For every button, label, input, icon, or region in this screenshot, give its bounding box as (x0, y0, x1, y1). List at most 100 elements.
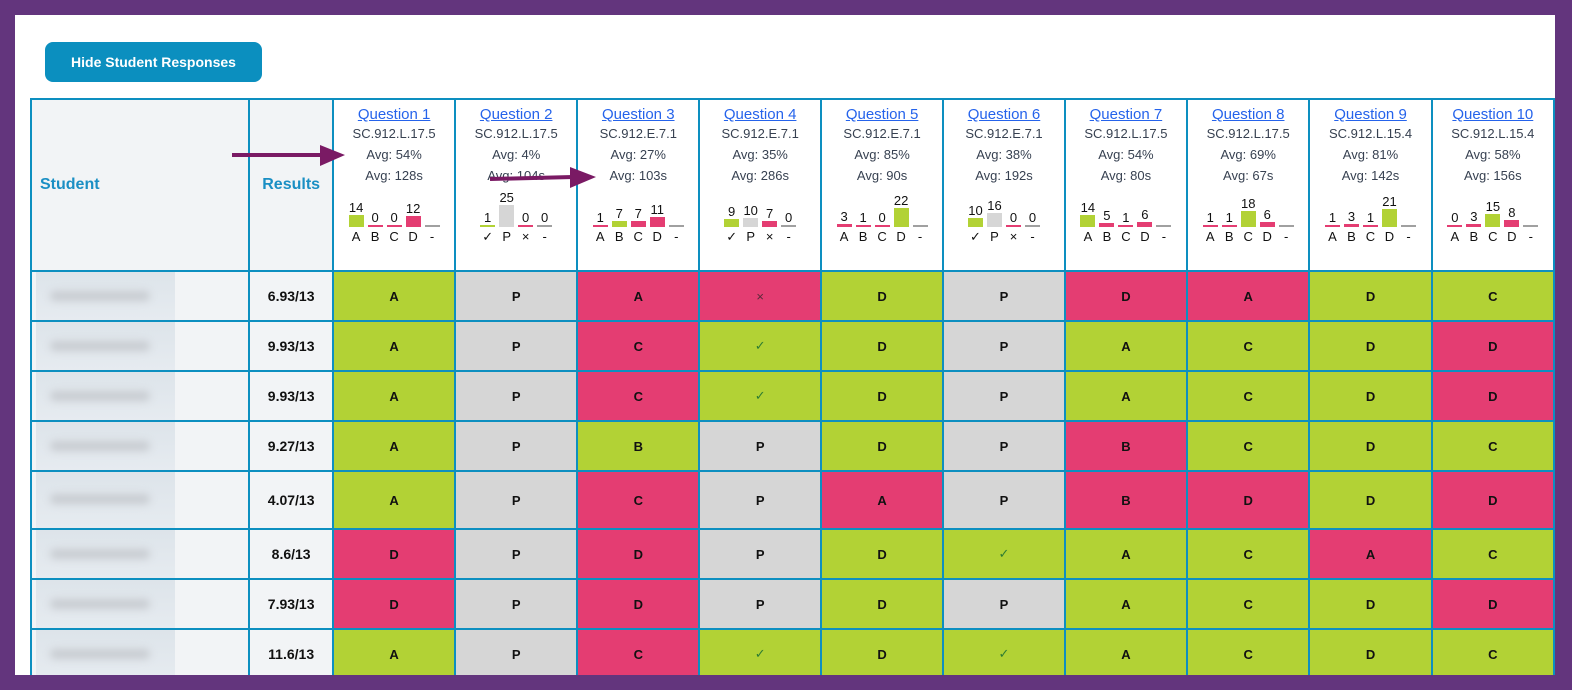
answer-cell[interactable]: P (454, 628, 579, 675)
answer-cell[interactable]: ✓ (942, 628, 1066, 675)
answer-cell[interactable]: ✓ (698, 320, 822, 372)
answer-cell[interactable]: A (819, 470, 945, 530)
answer-cell[interactable]: A (1063, 370, 1189, 422)
question-link[interactable]: Question 10 (1452, 106, 1534, 123)
question-link[interactable]: Question 3 (601, 106, 675, 123)
answer-cell[interactable]: A (1063, 628, 1189, 675)
question-link[interactable]: Question 7 (1089, 106, 1163, 123)
student-name-cell[interactable] (29, 420, 251, 472)
answer-cell[interactable]: P (942, 270, 1066, 322)
answer-cell[interactable]: B (576, 420, 701, 472)
answer-cell[interactable]: B (1063, 420, 1189, 472)
answer-cell[interactable]: D (819, 320, 945, 372)
results-column-header[interactable]: Results (248, 98, 334, 272)
student-name-cell[interactable] (29, 470, 251, 530)
answer-cell[interactable]: × (698, 270, 822, 322)
answer-cell[interactable]: D (331, 578, 457, 630)
answer-cell[interactable]: ✓ (698, 628, 822, 675)
student-name-cell[interactable] (29, 528, 251, 580)
question-link[interactable]: Question 4 (723, 106, 797, 123)
answer-cell[interactable]: D (331, 528, 457, 580)
answer-cell[interactable]: C (1186, 320, 1311, 372)
answer-cell[interactable]: A (1063, 320, 1189, 372)
hide-student-responses-button[interactable]: Hide Student Responses (45, 42, 262, 82)
answer-cell[interactable]: C (1430, 528, 1555, 580)
answer-cell[interactable]: D (576, 578, 701, 630)
answer-cell[interactable]: D (819, 270, 945, 322)
answer-cell[interactable]: D (1308, 270, 1433, 322)
answer-cell[interactable]: P (942, 470, 1066, 530)
student-name-cell[interactable] (29, 270, 251, 322)
answer-cell[interactable]: A (331, 270, 457, 322)
answer-cell[interactable]: C (1186, 528, 1311, 580)
answer-cell[interactable]: P (698, 578, 822, 630)
question-link[interactable]: Question 8 (1211, 106, 1285, 123)
answer-cell[interactable]: P (454, 320, 579, 372)
answer-cell[interactable]: ✓ (942, 528, 1066, 580)
question-link[interactable]: Question 5 (845, 106, 919, 123)
answer-cell[interactable]: C (1186, 420, 1311, 472)
answer-cell[interactable]: C (1430, 420, 1555, 472)
answer-cell[interactable]: P (454, 528, 579, 580)
answer-cell[interactable]: B (1063, 470, 1189, 530)
answer-cell[interactable]: P (454, 470, 579, 530)
answer-cell[interactable]: C (1186, 370, 1311, 422)
answer-cell[interactable]: P (942, 420, 1066, 472)
answer-cell[interactable]: D (1430, 578, 1555, 630)
answer-cell[interactable]: P (698, 528, 822, 580)
answer-cell[interactable]: D (1308, 470, 1433, 530)
answer-cell[interactable]: P (698, 470, 822, 530)
student-column-header[interactable]: Student (29, 98, 251, 272)
answer-cell[interactable]: D (1430, 320, 1555, 372)
answer-cell[interactable]: D (1430, 470, 1555, 530)
answer-cell[interactable]: C (1186, 628, 1311, 675)
answer-cell[interactable]: C (1430, 628, 1555, 675)
answer-cell[interactable]: D (1308, 578, 1433, 630)
answer-cell[interactable]: D (819, 578, 945, 630)
answer-cell[interactable]: D (576, 528, 701, 580)
answer-cell[interactable]: C (576, 628, 701, 675)
question-link[interactable]: Question 6 (967, 106, 1041, 123)
answer-cell[interactable]: A (331, 320, 457, 372)
answer-cell[interactable]: C (1186, 578, 1311, 630)
answer-cell[interactable]: ✓ (698, 370, 822, 422)
answer-cell[interactable]: P (454, 578, 579, 630)
answer-cell[interactable]: C (576, 320, 701, 372)
answer-cell[interactable]: P (454, 420, 579, 472)
answer-cell[interactable]: D (1308, 420, 1433, 472)
answer-cell[interactable]: D (1308, 628, 1433, 675)
answer-cell[interactable]: P (698, 420, 822, 472)
question-link[interactable]: Question 1 (357, 106, 431, 123)
student-name-cell[interactable] (29, 578, 251, 630)
question-link[interactable]: Question 2 (479, 106, 553, 123)
answer-cell[interactable]: A (1063, 578, 1189, 630)
answer-cell[interactable]: P (454, 270, 579, 322)
answer-cell[interactable]: C (1430, 270, 1555, 322)
student-name-cell[interactable] (29, 370, 251, 422)
answer-cell[interactable]: D (1308, 320, 1433, 372)
answer-cell[interactable]: A (576, 270, 701, 322)
student-name-cell[interactable] (29, 628, 251, 675)
answer-cell[interactable]: P (454, 370, 579, 422)
answer-cell[interactable]: D (819, 370, 945, 422)
answer-cell[interactable]: P (942, 578, 1066, 630)
answer-cell[interactable]: A (331, 370, 457, 422)
answer-cell[interactable]: C (576, 370, 701, 422)
answer-cell[interactable]: D (1186, 470, 1311, 530)
answer-cell[interactable]: D (1063, 270, 1189, 322)
answer-cell[interactable]: D (819, 628, 945, 675)
answer-cell[interactable]: A (1308, 528, 1433, 580)
answer-cell[interactable]: A (331, 470, 457, 530)
answer-cell[interactable]: A (331, 420, 457, 472)
answer-cell[interactable]: A (1186, 270, 1311, 322)
answer-cell[interactable]: A (1063, 528, 1189, 580)
student-name-cell[interactable] (29, 320, 251, 372)
answer-cell[interactable]: P (942, 320, 1066, 372)
answer-cell[interactable]: D (1430, 370, 1555, 422)
answer-cell[interactable]: C (576, 470, 701, 530)
answer-cell[interactable]: D (1308, 370, 1433, 422)
answer-cell[interactable]: A (331, 628, 457, 675)
question-link[interactable]: Question 9 (1334, 106, 1407, 123)
answer-cell[interactable]: D (819, 528, 945, 580)
answer-cell[interactable]: P (942, 370, 1066, 422)
